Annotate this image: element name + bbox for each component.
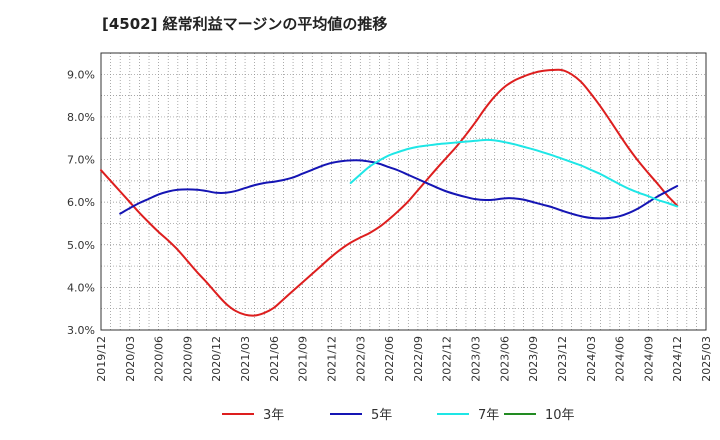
x-tick-label: 2022/06 bbox=[383, 336, 396, 382]
y-tick-label: 7.0% bbox=[67, 154, 95, 167]
legend-label-3: 10年 bbox=[545, 408, 575, 423]
x-tick-label: 2023/09 bbox=[527, 336, 540, 382]
x-tick-label: 2021/06 bbox=[268, 336, 281, 382]
x-tick-label: 2021/03 bbox=[239, 336, 252, 382]
y-tick-label: 6.0% bbox=[67, 196, 95, 209]
chart-title: [4502] 経常利益マージンの平均値の推移 bbox=[102, 15, 388, 33]
x-tick-label: 2022/12 bbox=[441, 336, 454, 382]
x-tick-label: 2019/12 bbox=[95, 336, 108, 382]
x-tick-label: 2021/09 bbox=[297, 336, 310, 382]
x-tick-label: 2022/03 bbox=[354, 336, 367, 382]
x-tick-label: 2023/12 bbox=[556, 336, 569, 382]
x-tick-label: 2025/03 bbox=[700, 336, 713, 382]
series-line-2 bbox=[349, 138, 679, 208]
x-tick-label: 2020/12 bbox=[210, 336, 223, 382]
x-tick-label: 2024/03 bbox=[585, 336, 598, 382]
y-tick-label: 9.0% bbox=[67, 68, 95, 81]
y-tick-label: 3.0% bbox=[67, 324, 95, 337]
legend-label-2: 7年 bbox=[478, 408, 499, 423]
legend-label-1: 5年 bbox=[371, 408, 392, 423]
x-tick-label: 2024/09 bbox=[642, 336, 655, 382]
y-tick-label: 8.0% bbox=[67, 111, 95, 124]
y-tick-label: 5.0% bbox=[67, 239, 95, 252]
legend-label-0: 3年 bbox=[263, 408, 284, 423]
x-tick-label: 2024/06 bbox=[614, 336, 627, 382]
x-tick-label: 2020/06 bbox=[153, 336, 166, 382]
plot-frame bbox=[100, 52, 707, 331]
x-tick-label: 2020/03 bbox=[124, 336, 137, 382]
x-tick-label: 2023/06 bbox=[498, 336, 511, 382]
x-tick-label: 2023/03 bbox=[470, 336, 483, 382]
x-tick-label: 2022/09 bbox=[412, 336, 425, 382]
series-line-0 bbox=[100, 68, 679, 317]
plot-area bbox=[101, 53, 706, 330]
x-tick-label: 2020/09 bbox=[181, 336, 194, 382]
x-tick-label: 2024/12 bbox=[671, 336, 684, 382]
series-line-1 bbox=[119, 159, 679, 220]
y-tick-label: 4.0% bbox=[67, 281, 95, 294]
x-tick-label: 2021/12 bbox=[325, 336, 338, 382]
